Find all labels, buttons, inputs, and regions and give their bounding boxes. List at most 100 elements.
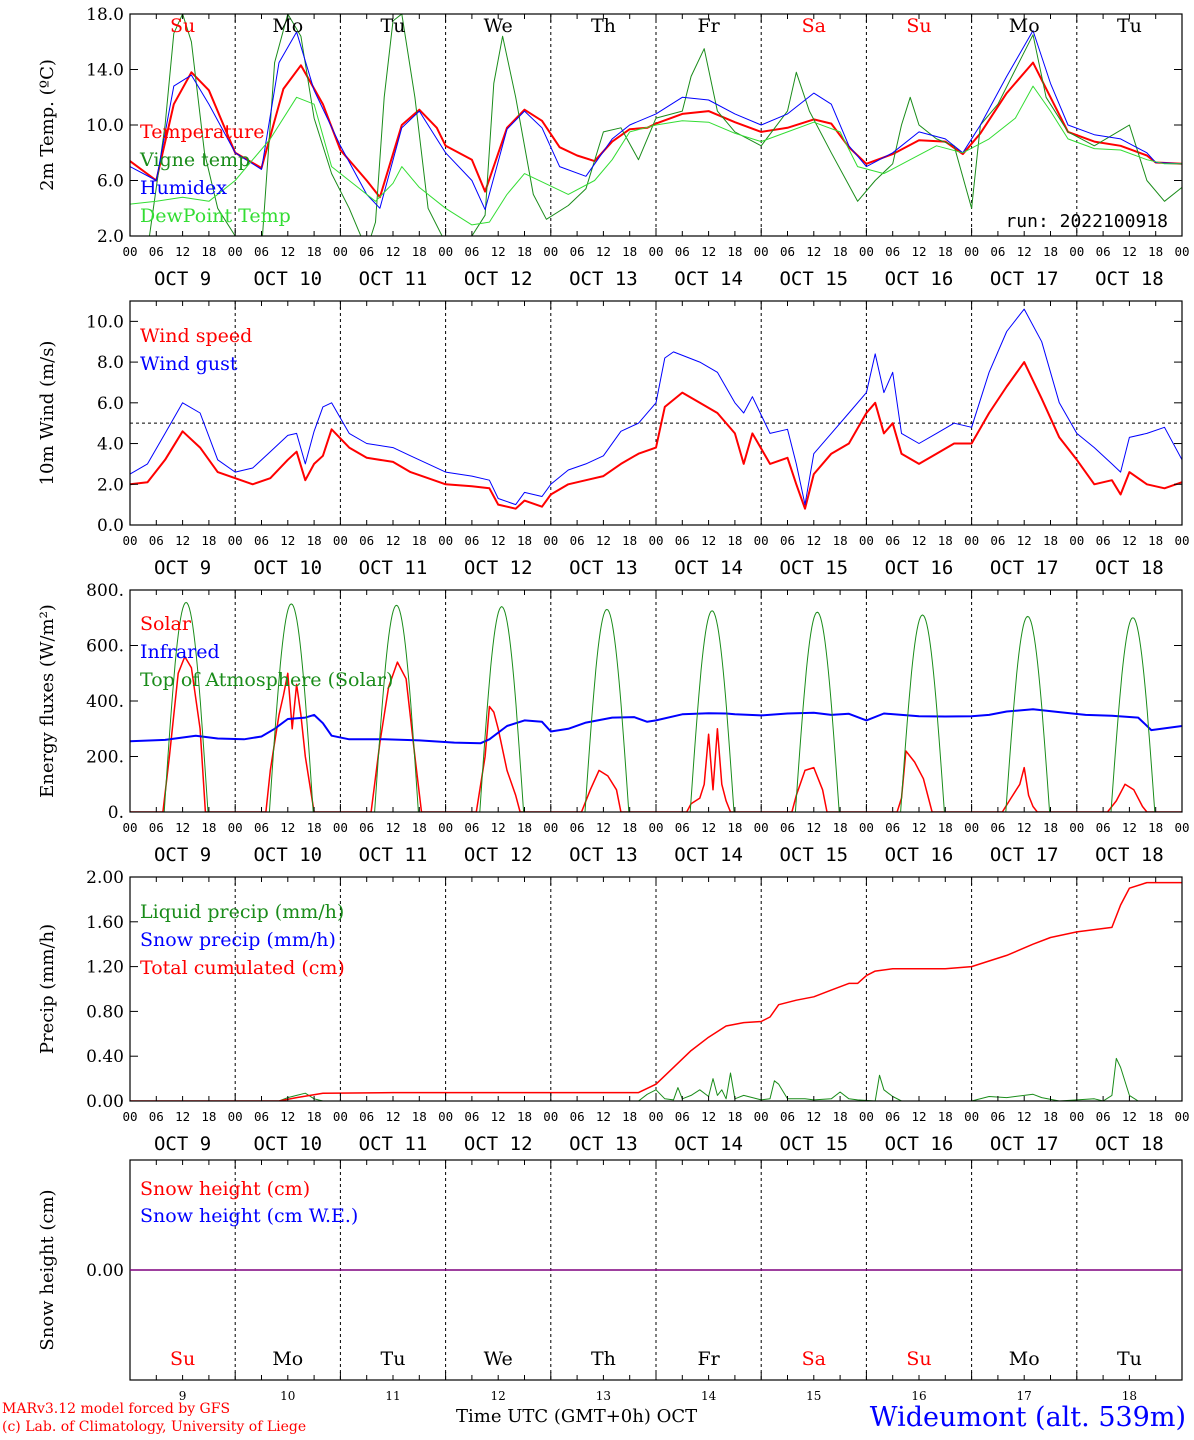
date-label: OCT 14	[674, 844, 743, 866]
hour-label: 18	[833, 244, 848, 259]
hour-label: 12	[701, 533, 716, 548]
weekday-label: Su	[906, 1348, 931, 1370]
y-tick-label: 1.20	[86, 958, 124, 978]
date-label: OCT 18	[1095, 557, 1164, 579]
hour-label: 12	[491, 533, 506, 548]
hour-label: 12	[385, 244, 400, 259]
hour-label: 06	[990, 533, 1005, 548]
hour-label: 12	[1122, 533, 1137, 548]
date-label: OCT 12	[464, 268, 533, 290]
hour-label: 00	[754, 244, 769, 259]
hour-label: 12	[596, 244, 611, 259]
hour-label: 00	[964, 820, 979, 835]
hour-label: 00	[964, 244, 979, 259]
legend-vigne-temp: Vigne temp	[139, 149, 250, 171]
hour-label: 00	[964, 533, 979, 548]
hour-label: 00	[543, 820, 558, 835]
series-top-of-atmosphere-solar	[689, 610, 735, 812]
date-label: OCT 14	[674, 557, 743, 579]
hour-label: 00	[122, 533, 137, 548]
day-number-label: 17	[1017, 1389, 1032, 1403]
y-tick-label: 14.0	[86, 61, 124, 81]
hour-label: 18	[1043, 820, 1058, 835]
hour-label: 12	[491, 1109, 506, 1124]
day-number-label: 10	[280, 1389, 295, 1403]
legend-humidex: Humidex	[140, 177, 227, 199]
weekday-label: Su	[170, 15, 195, 37]
hour-label: 00	[1069, 820, 1084, 835]
series-group	[130, 308, 1182, 510]
hour-label: 12	[280, 820, 295, 835]
hour-label: 06	[359, 244, 374, 259]
hour-label: 18	[201, 533, 216, 548]
hour-label: 12	[1122, 1109, 1137, 1124]
hour-label: 06	[570, 244, 585, 259]
weekday-label: Tu	[381, 15, 406, 37]
hour-label: 12	[1017, 1109, 1032, 1124]
weekday-label: Tu	[1117, 1348, 1142, 1370]
hour-label: 18	[517, 820, 532, 835]
hour-label: 18	[517, 244, 532, 259]
hour-label: 06	[464, 1109, 479, 1124]
run-label: run: 2022100918	[1005, 211, 1168, 232]
day-number-label: 16	[911, 1389, 926, 1403]
weekday-label: We	[484, 15, 513, 37]
hour-label: 06	[675, 820, 690, 835]
hour-label: 12	[1017, 820, 1032, 835]
hour-label: 18	[622, 244, 637, 259]
hour-label: 12	[491, 244, 506, 259]
date-label: OCT 15	[779, 557, 848, 579]
hour-label: 12	[596, 820, 611, 835]
series-solar	[130, 655, 1182, 812]
date-label: OCT 12	[464, 1133, 533, 1155]
weekday-label: Fr	[697, 15, 720, 37]
legend-total-cumulated-cm: Total cumulated (cm)	[140, 957, 345, 979]
y-axis-label: 10m Wind (m/s)	[37, 341, 58, 486]
hour-label: 18	[1148, 244, 1163, 259]
hour-label: 06	[885, 1109, 900, 1124]
weekday-label: We	[484, 1348, 513, 1370]
y-tick-label: 8.0	[97, 353, 124, 373]
y-tick-label: 2.00	[86, 868, 124, 888]
hour-label: 06	[885, 820, 900, 835]
hour-label: 18	[833, 1109, 848, 1124]
hour-label: 00	[754, 1109, 769, 1124]
date-label: OCT 12	[464, 557, 533, 579]
hour-label: 18	[727, 1109, 742, 1124]
day-number-label: 11	[385, 1389, 400, 1403]
hour-label: 06	[780, 820, 795, 835]
hour-label: 06	[570, 820, 585, 835]
y-tick-label: 10.0	[86, 312, 124, 332]
hour-label: 00	[438, 1109, 453, 1124]
weekday-label: Tu	[1117, 15, 1142, 37]
date-label: OCT 13	[569, 557, 638, 579]
x-axis-title: Time UTC (GMT+0h) OCT	[456, 1406, 697, 1427]
date-label: OCT 16	[885, 268, 954, 290]
hour-label: 18	[517, 1109, 532, 1124]
hour-label: 06	[675, 244, 690, 259]
hour-label: 18	[307, 820, 322, 835]
hour-label: 12	[280, 1109, 295, 1124]
hour-label: 18	[412, 820, 427, 835]
date-label: OCT 10	[253, 1133, 322, 1155]
hour-label: 00	[122, 244, 137, 259]
date-label: OCT 13	[569, 1133, 638, 1155]
date-label: OCT 13	[569, 844, 638, 866]
legend-top-of-atmosphere-solar: Top of Atmosphere (Solar)	[140, 669, 393, 691]
series-wind-speed	[130, 361, 1182, 510]
hour-label: 18	[622, 820, 637, 835]
hour-label: 06	[149, 1109, 164, 1124]
date-label: OCT 10	[253, 844, 322, 866]
hour-label: 12	[385, 1109, 400, 1124]
hour-label: 06	[1096, 244, 1111, 259]
hour-label: 00	[859, 533, 874, 548]
weekday-label: Sa	[802, 15, 826, 37]
hour-label: 12	[175, 1109, 190, 1124]
date-label: OCT 10	[253, 557, 322, 579]
date-label: OCT 17	[990, 268, 1059, 290]
hour-label: 12	[385, 533, 400, 548]
y-tick-label: 1.60	[86, 913, 124, 933]
hour-label: 12	[596, 1109, 611, 1124]
y-axis-label: Snow height (cm)	[37, 1189, 58, 1350]
hour-label: 06	[359, 533, 374, 548]
